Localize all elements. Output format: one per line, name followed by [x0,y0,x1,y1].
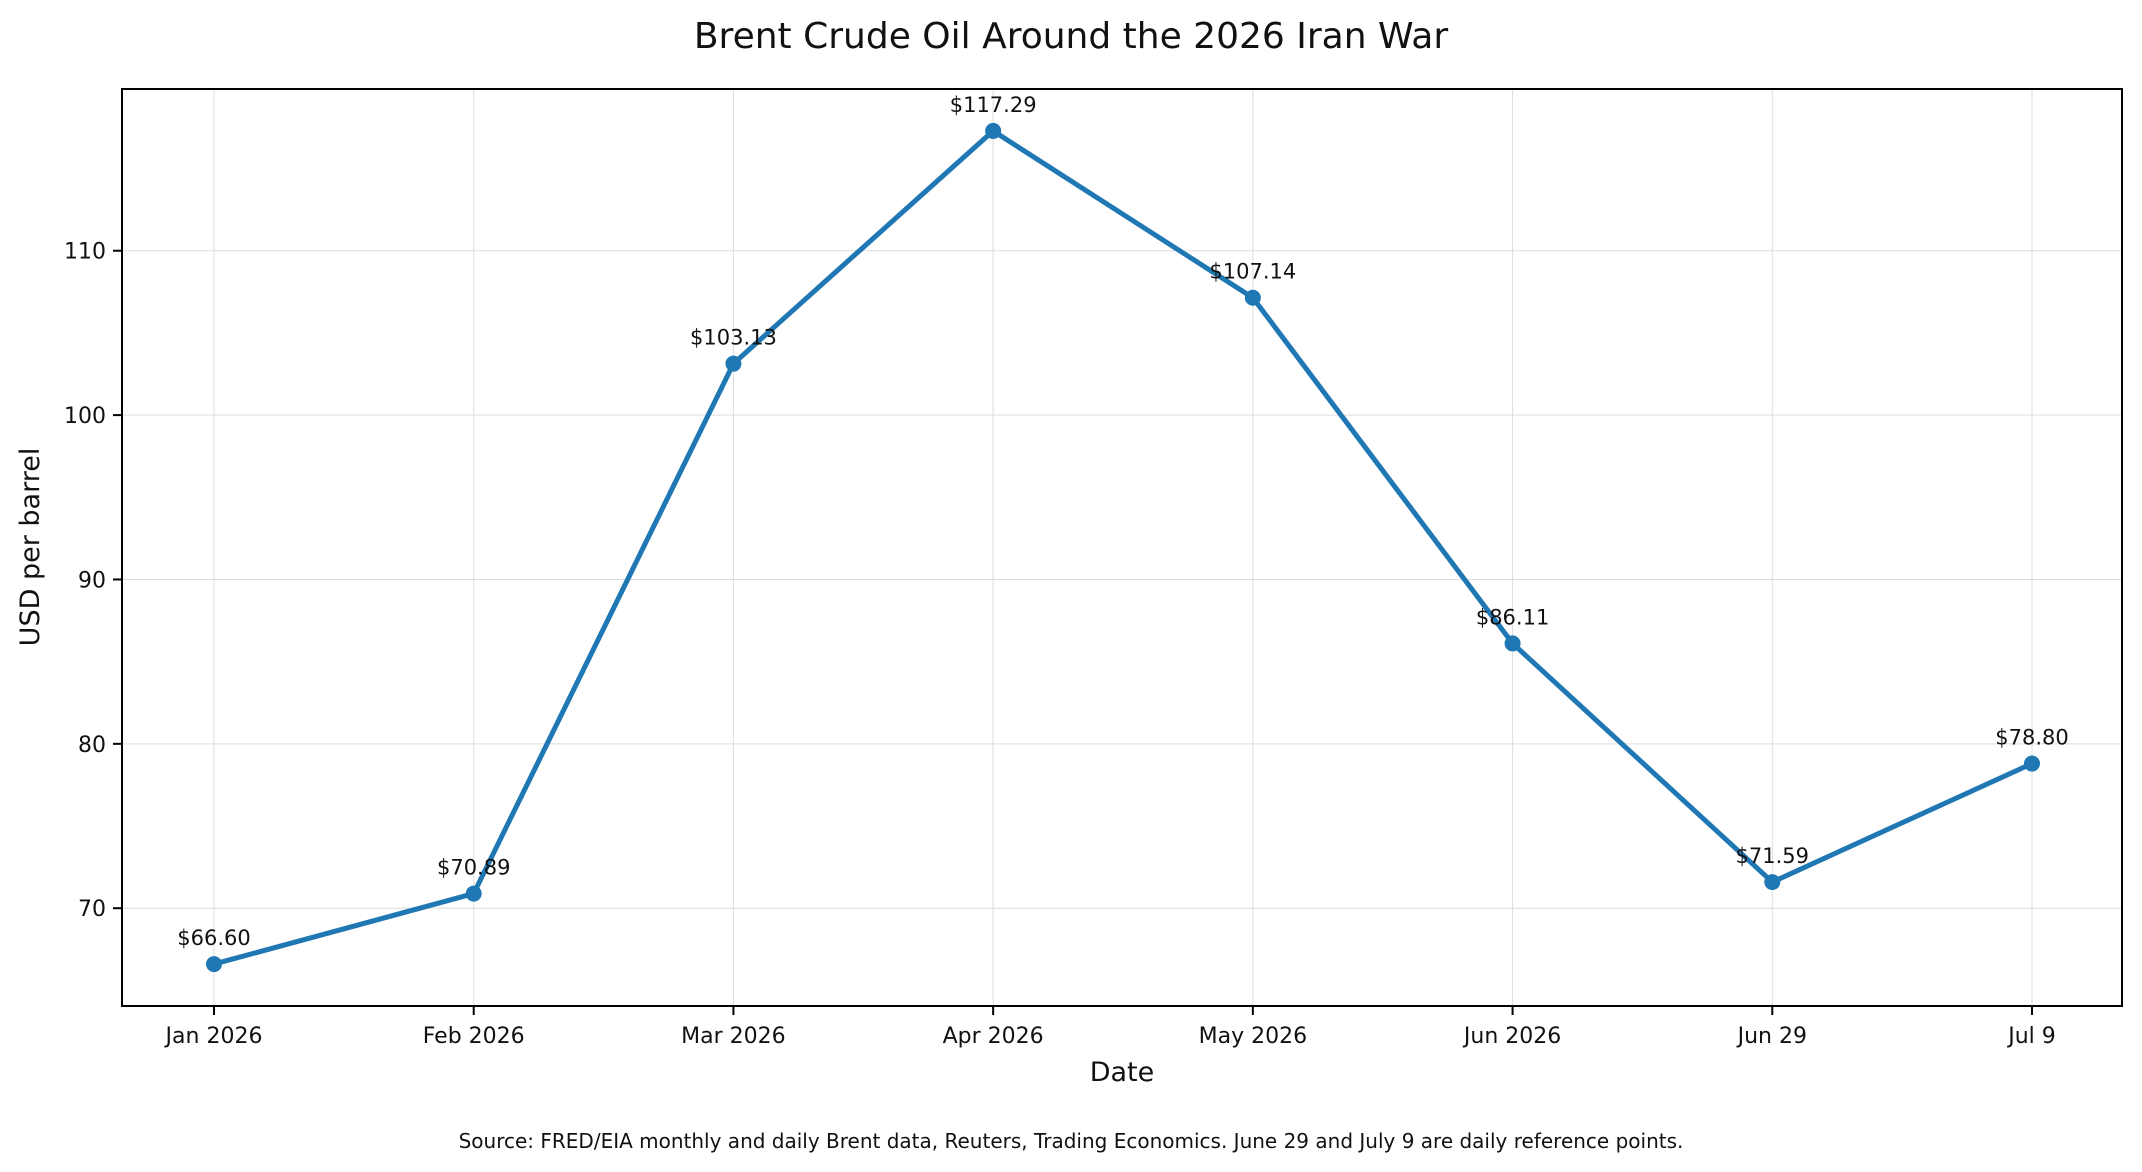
x-tick-label: Feb 2026 [423,1024,525,1049]
data-point [206,956,222,973]
y-tick-label: 70 [78,897,106,922]
series-line-layer [211,128,2035,967]
chart-title: Brent Crude Oil Around the 2026 Iran War [694,16,1448,57]
data-point [465,885,482,902]
tick-layer: Jan 2026 Feb 2026 Mar 2026 Apr 2026 May 2026… [64,240,2056,1049]
x-tick-label: Mar 2026 [681,1024,786,1049]
data-point [725,355,742,372]
data-label: $86.11 [1476,605,1549,629]
y-tick-label: 110 [64,240,106,265]
x-tick-label: Jun 2026 [1462,1024,1561,1049]
data-label: $107.14 [1209,260,1296,284]
data-point [985,122,1002,139]
data-point [2024,755,2040,772]
plot-area-frame [121,88,2123,1007]
data-point [1504,635,1521,652]
grid-layer [122,89,2122,1006]
y-tick-label: 80 [78,733,106,758]
x-tick-label: Apr 2026 [943,1024,1044,1049]
data-label-layer: $66.60 $70.89 $103.13 $117.29 $107.14 $86.11 $… [177,93,2068,950]
data-label: $66.60 [177,926,250,950]
data-point-layer [206,122,2040,973]
x-tick-label: Jul 9 [2006,1024,2056,1049]
x-tick-label: Jan 2026 [164,1024,263,1049]
series-line [211,128,2035,967]
data-label: $71.59 [1736,844,1809,868]
data-point [1244,289,1261,306]
data-label: $78.80 [1995,726,2068,750]
y-axis-label: USD per barrel [15,448,46,647]
y-tick-label: 90 [78,568,106,593]
data-point [1764,874,1781,891]
data-label: $117.29 [950,93,1037,117]
x-axis-label: Date [1090,1057,1155,1088]
source-note: Source: FRED/EIA monthly and daily Brent… [459,1129,1684,1153]
y-tick-label: 100 [64,404,106,429]
data-label: $70.89 [437,856,510,880]
data-label: $103.13 [690,326,777,350]
x-tick-label: Jun 29 [1736,1024,1807,1049]
x-tick-label: May 2026 [1199,1024,1307,1049]
